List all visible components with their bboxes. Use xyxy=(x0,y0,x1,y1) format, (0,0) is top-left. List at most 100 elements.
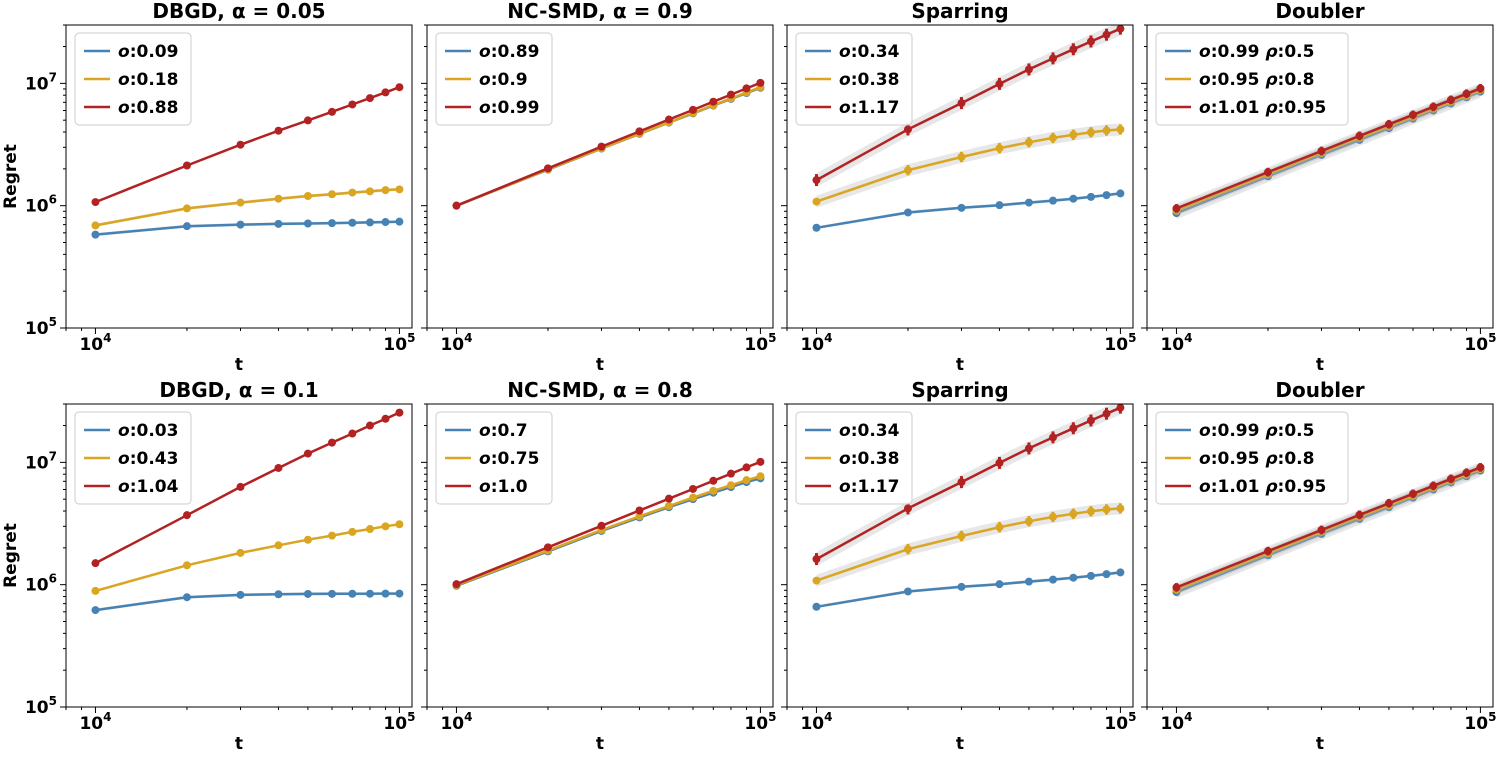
data-point xyxy=(182,561,191,570)
series-line xyxy=(815,406,1121,561)
data-point xyxy=(726,90,735,99)
legend-entry: o:1.17 xyxy=(805,477,899,497)
y-axis-label: Regret xyxy=(1,144,21,209)
data-point xyxy=(395,520,404,529)
legend-label: o:0.34 xyxy=(839,42,900,62)
data-point xyxy=(303,449,312,458)
x-axis-label: t xyxy=(596,734,604,754)
data-point xyxy=(726,481,735,490)
legend-value: :0.95 xyxy=(1278,98,1327,118)
data-point xyxy=(1048,133,1057,142)
confidence-band xyxy=(816,404,1121,566)
data-point xyxy=(664,501,673,510)
legend-label: o:1.17 xyxy=(839,477,899,497)
legend-label: o:0.38 xyxy=(839,70,899,90)
legend-symbol: o xyxy=(1199,449,1211,469)
data-point xyxy=(381,589,390,598)
data-point xyxy=(957,99,966,108)
data-point xyxy=(348,218,357,227)
data-point xyxy=(1408,489,1417,498)
y-tick-label: 106 xyxy=(25,572,57,596)
series-line xyxy=(94,411,400,565)
x-tick-label: 105 xyxy=(1464,331,1496,355)
data-point xyxy=(903,208,912,217)
data-point xyxy=(995,523,1004,532)
data-point xyxy=(995,201,1004,210)
data-point xyxy=(903,504,912,513)
series-line xyxy=(1176,466,1481,589)
data-point xyxy=(1116,125,1125,134)
tick-base: 10 xyxy=(79,335,103,355)
panel-title: Sparring xyxy=(911,378,1008,402)
legend-value: :1.01 xyxy=(1211,98,1266,118)
x-tick-label: 104 xyxy=(440,331,472,355)
x-tick-label: 104 xyxy=(800,331,832,355)
data-point xyxy=(327,219,336,228)
data-point xyxy=(1024,577,1033,586)
legend-value: :0.9 xyxy=(491,70,528,90)
data-point xyxy=(303,116,312,125)
legend-entry: o:0.75 xyxy=(445,449,539,469)
x-axis-label: t xyxy=(596,355,604,375)
legend-symbol: o xyxy=(479,98,491,118)
series-line xyxy=(1176,87,1481,210)
data-point xyxy=(1086,507,1095,516)
legend-entry: o:0.34 xyxy=(805,421,900,441)
legend-label: o:0.34 xyxy=(839,421,900,441)
legend-symbol: o xyxy=(118,42,130,62)
legend-entry: o:1.01 ρ:0.95 xyxy=(1165,477,1326,497)
legend-label: o:1.17 xyxy=(839,98,899,118)
legend-box xyxy=(1155,32,1349,126)
series-line xyxy=(815,27,1121,182)
legend-entry: o:0.95 ρ:0.8 xyxy=(1165,449,1314,469)
tick-exponent: 5 xyxy=(49,694,57,708)
data-point xyxy=(1024,517,1033,526)
data-point xyxy=(1086,571,1095,580)
data-point xyxy=(1116,568,1125,577)
legend-label: o:0.95 ρ:0.8 xyxy=(1199,449,1314,469)
data-point xyxy=(1263,168,1272,177)
legend-value: :0.38 xyxy=(851,449,900,469)
legend-value: :0.95 xyxy=(1278,477,1327,497)
series-line xyxy=(456,81,761,207)
series-2 xyxy=(812,404,1125,566)
data-point xyxy=(274,219,283,228)
series-0 xyxy=(812,568,1125,611)
data-point xyxy=(957,532,966,541)
tick-base: 10 xyxy=(1104,335,1128,355)
data-point xyxy=(709,476,718,485)
legend-label: o:0.99 xyxy=(479,98,539,118)
data-point xyxy=(236,482,245,491)
data-point xyxy=(688,105,697,114)
legend-value: :0.03 xyxy=(130,421,179,441)
series-1 xyxy=(812,502,1125,587)
data-point xyxy=(91,221,100,230)
legend-box xyxy=(795,411,913,505)
x-tick-label: 104 xyxy=(1160,710,1192,734)
tick-exponent: 5 xyxy=(1128,331,1136,345)
data-point xyxy=(365,589,374,598)
series-0 xyxy=(812,189,1125,232)
series-line xyxy=(1176,89,1481,212)
legend-symbol: o xyxy=(479,70,491,90)
data-point xyxy=(812,223,821,232)
plot-area xyxy=(91,83,404,239)
data-point xyxy=(597,142,606,151)
x-tick-label: 105 xyxy=(383,331,415,355)
data-point xyxy=(348,527,357,536)
data-point xyxy=(274,126,283,135)
tick-exponent: 5 xyxy=(1488,331,1496,345)
tick-exponent: 5 xyxy=(49,315,57,329)
data-point xyxy=(1116,189,1125,198)
legend-symbol: o xyxy=(118,70,130,90)
data-point xyxy=(182,161,191,170)
legend-label: o:0.7 xyxy=(479,421,528,441)
data-point xyxy=(274,194,283,203)
legend-label: o:0.99 ρ:0.5 xyxy=(1199,421,1314,441)
series-line xyxy=(95,188,400,227)
y-tick-label: 106 xyxy=(25,193,57,217)
series-line xyxy=(456,460,761,586)
legend-entry: o:0.7 xyxy=(445,421,528,441)
tick-exponent: 5 xyxy=(768,710,776,724)
